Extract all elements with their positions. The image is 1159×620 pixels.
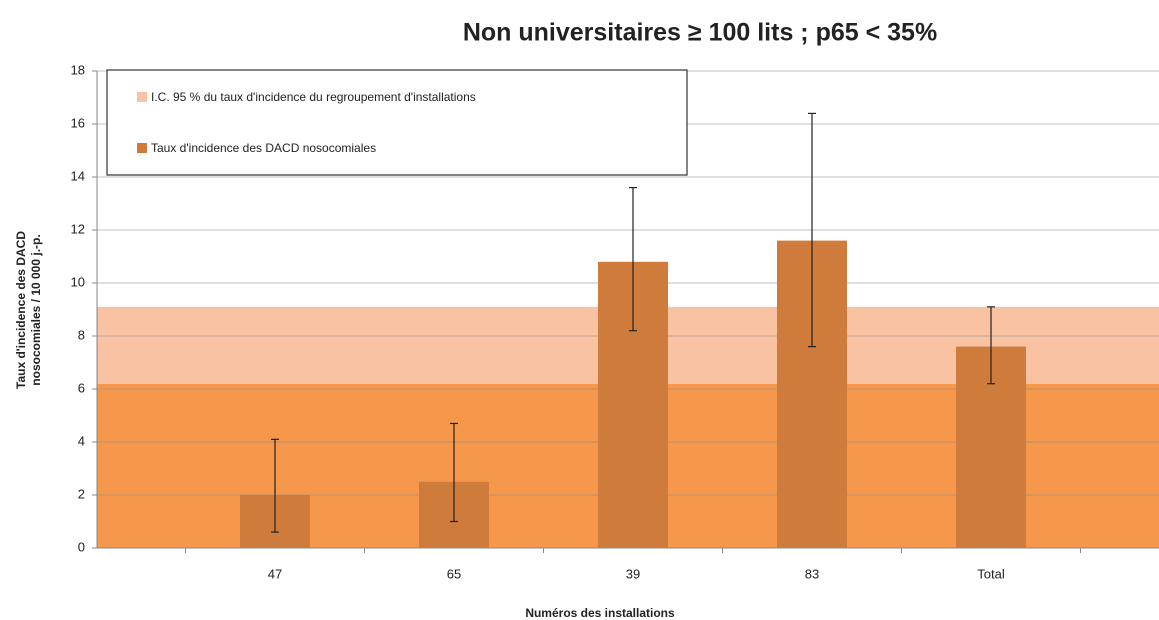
y-tick-label: 6 bbox=[78, 380, 85, 395]
y-tick-label: 16 bbox=[71, 115, 85, 130]
chart-title: Non universitaires ≥ 100 lits ; p65 < 35… bbox=[463, 19, 937, 47]
legend-box bbox=[106, 69, 688, 176]
y-tick-label: 18 bbox=[71, 62, 85, 77]
x-tick-label: 83 bbox=[805, 566, 819, 581]
y-tick-label: 14 bbox=[71, 168, 85, 183]
x-tick-label: 39 bbox=[626, 566, 640, 581]
legend-swatch bbox=[137, 92, 147, 102]
x-axis-label: Numéros des installations bbox=[525, 606, 675, 620]
x-tick-label: 65 bbox=[447, 566, 461, 581]
y-tick-label: 8 bbox=[78, 327, 85, 342]
y-tick-label: 0 bbox=[78, 539, 85, 554]
x-tick-label: Total bbox=[977, 566, 1005, 581]
y-axis-label: Taux d'incidence des DACD nosocomiales /… bbox=[14, 231, 43, 389]
y-axis-label-line: nosocomiales / 10 000 j.-p. bbox=[29, 234, 43, 385]
y-tick-label: 4 bbox=[78, 433, 85, 448]
x-tick-label: 47 bbox=[268, 566, 282, 581]
y-tick-label: 10 bbox=[71, 274, 85, 289]
legend-label: I.C. 95 % du taux d'incidence du regroup… bbox=[151, 90, 476, 104]
legend-label: Taux d'incidence des DACD nosocomiales bbox=[151, 141, 376, 155]
y-tick-label: 2 bbox=[78, 486, 85, 501]
legend-swatch bbox=[137, 143, 147, 153]
y-tick-label: 12 bbox=[71, 221, 85, 236]
y-axis-label-line: Taux d'incidence des DACD bbox=[14, 231, 28, 389]
